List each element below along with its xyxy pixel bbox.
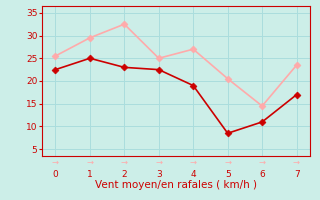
X-axis label: Vent moyen/en rafales ( km/h ): Vent moyen/en rafales ( km/h ): [95, 180, 257, 190]
